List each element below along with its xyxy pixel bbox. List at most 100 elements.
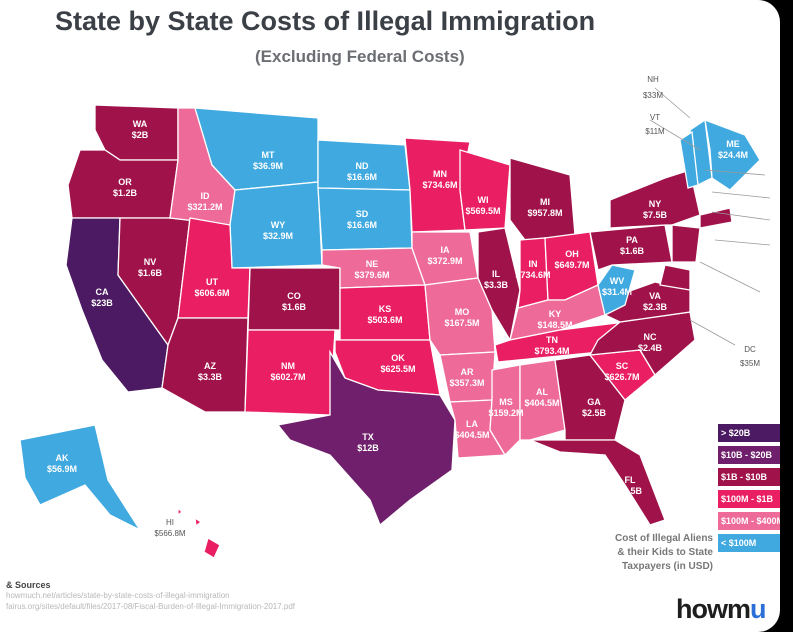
- state-value-label: $379.6M: [354, 270, 389, 280]
- state-abbr-label: AZ: [204, 361, 216, 371]
- state-value-label: $649.7M: [554, 260, 589, 270]
- map-caption: Cost of Illegal Aliens & their Kids to S…: [548, 532, 713, 574]
- legend-item: $100M - $1B: [718, 490, 780, 508]
- svg-text:NH: NH: [647, 75, 659, 84]
- legend-item: $10B - $20B: [718, 446, 780, 464]
- state-abbr-label: WA: [133, 119, 148, 129]
- small-state-shape: [659, 264, 691, 291]
- state-al: [519, 359, 566, 441]
- state-abbr-label: ID: [201, 191, 211, 201]
- state-value-label: $606.6M: [194, 288, 229, 298]
- state-value-label: $36.9M: [253, 161, 283, 171]
- state-abbr-label: MO: [455, 307, 470, 317]
- legend-item: $100M - $400M: [718, 512, 780, 530]
- state-value-label: $2B: [132, 130, 149, 140]
- state-value-label: $16.6M: [347, 220, 377, 230]
- state-abbr-label: OR: [118, 177, 132, 187]
- state-wi: [459, 149, 511, 231]
- state-value-label: $24.4M: [718, 150, 748, 160]
- state-value-label: $167.5M: [444, 318, 479, 328]
- state-value-label: $2.3B: [643, 302, 668, 312]
- state-abbr-label: TX: [362, 432, 374, 442]
- map-title: State by State Costs of Illegal Immigrat…: [55, 6, 596, 36]
- legend-item: $1B - $10B: [718, 468, 780, 486]
- state-abbr-label: SC: [616, 361, 629, 371]
- state-value-label: $148.5M: [537, 320, 572, 330]
- legend: > $20B $10B - $20B $1B - $10B $100M - $1…: [718, 424, 780, 556]
- state-abbr-label: LA: [466, 419, 478, 429]
- state-value-label: $31.4M: [602, 287, 632, 297]
- state-hi: [177, 506, 221, 559]
- state-value-label: $1.6B: [282, 302, 307, 312]
- svg-text:DC: DC: [744, 345, 756, 354]
- caption-line: Cost of Illegal Aliens: [615, 533, 713, 544]
- state-value-label: $566.8M: [154, 529, 185, 538]
- state-abbr-label: IA: [441, 245, 451, 255]
- state-value-label: $357.3M: [449, 378, 484, 388]
- state-value-label: $2.5B: [582, 408, 607, 418]
- state-abbr-label: NM: [281, 361, 295, 371]
- state-value-label: $16.6M: [347, 172, 377, 182]
- state-value-label: $404.5M: [454, 430, 489, 440]
- source-link[interactable]: fairus.org/sites/default/files/2017-08/F…: [6, 602, 296, 611]
- state-abbr-label: NE: [366, 259, 379, 269]
- legend-item: > $20B: [718, 424, 780, 442]
- state-value-label: $1.2B: [113, 188, 138, 198]
- state-value-label: $503.6M: [367, 315, 402, 325]
- state-value-label: $56.9M: [47, 464, 77, 474]
- state-value-label: $23B: [91, 298, 113, 308]
- state-ar: [439, 351, 496, 403]
- state-ak: [19, 424, 142, 532]
- svg-text:$33M: $33M: [643, 91, 663, 100]
- state-abbr-label: GA: [587, 397, 601, 407]
- state-abbr-label: WY: [271, 220, 286, 230]
- state-abbr-label: TN: [546, 335, 558, 345]
- state-abbr-label: UT: [206, 277, 218, 287]
- state-abbr-label: AL: [536, 387, 548, 397]
- state-sd: [317, 187, 413, 251]
- svg-text:$11M: $11M: [645, 127, 665, 136]
- svg-text:$35M: $35M: [740, 359, 760, 368]
- state-abbr-label: VA: [649, 291, 661, 301]
- state-abbr-label: HI: [166, 518, 174, 527]
- brand-logo: howmu: [676, 594, 766, 624]
- small-state-shape: [671, 224, 701, 263]
- state-me: [704, 118, 761, 191]
- state-value-label: $404.5M: [524, 398, 559, 408]
- state-value-label: $793.4M: [534, 346, 569, 356]
- state-value-label: $5.5B: [618, 486, 643, 496]
- state-tx: [276, 349, 456, 527]
- state-abbr-label: AK: [56, 453, 69, 463]
- state-abbr-label: CO: [287, 291, 301, 301]
- state-wy: [229, 181, 323, 269]
- state-value-label: $372.9M: [427, 256, 462, 266]
- caption-line: & their Kids to State: [617, 547, 713, 558]
- state-value-label: $1.6B: [620, 246, 645, 256]
- state-abbr-label: PA: [626, 235, 638, 245]
- state-value-label: $626.7M: [604, 372, 639, 382]
- state-abbr-label: NY: [649, 199, 662, 209]
- state-abbr-label: OK: [391, 353, 405, 363]
- state-value-label: $957.8M: [527, 208, 562, 218]
- state-fl: [529, 439, 666, 526]
- small-state-shape: [699, 207, 733, 229]
- state-abbr-label: NC: [644, 332, 657, 342]
- state-value-label: $734.6M: [422, 180, 457, 190]
- state-abbr-label: MN: [433, 169, 447, 179]
- state-value-label: $7.5B: [643, 210, 668, 220]
- state-ny: [609, 169, 701, 229]
- state-abbr-label: NV: [144, 257, 157, 267]
- state-abbr-label: ND: [356, 161, 369, 171]
- state-abbr-label: FL: [625, 475, 636, 485]
- state-abbr-label: KY: [549, 309, 562, 319]
- state-nc: [588, 311, 696, 377]
- source-link[interactable]: howmuch.net/articles/state-by-state-cost…: [6, 591, 230, 600]
- state-abbr-label: WV: [610, 276, 625, 286]
- state-wv: [597, 264, 636, 316]
- state-value-label: $734.6M: [515, 270, 550, 280]
- state-abbr-label: MT: [262, 150, 275, 160]
- state-value-label: $569.5M: [465, 206, 500, 216]
- state-abbr-label: MI: [540, 197, 550, 207]
